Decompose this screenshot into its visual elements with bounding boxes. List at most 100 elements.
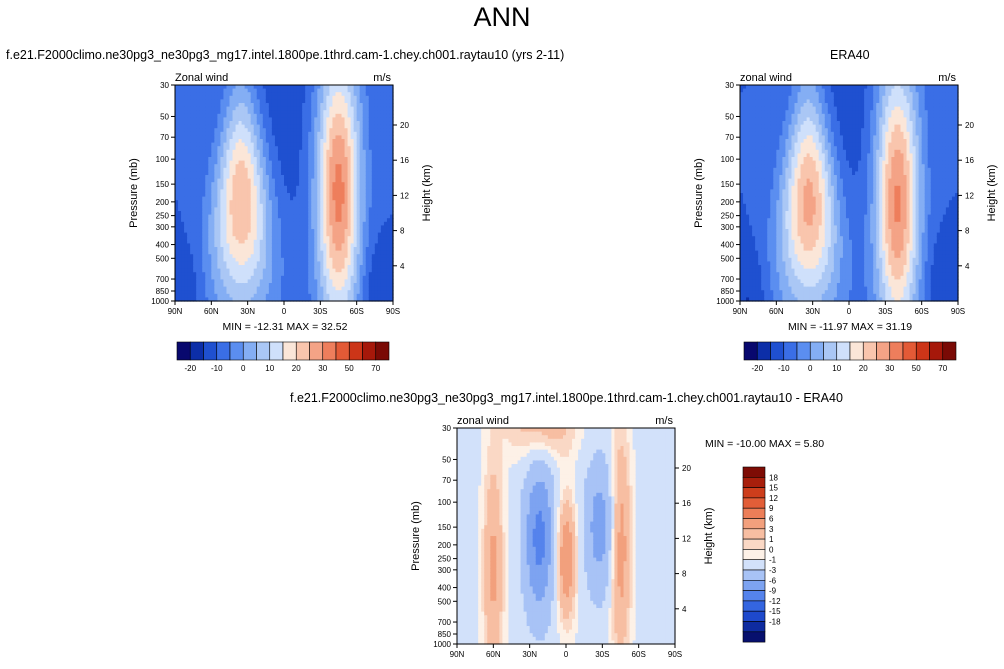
heatmap-cell <box>190 268 194 273</box>
heatmap-cell <box>287 110 291 115</box>
colorbar-label: 20 <box>292 364 301 373</box>
heatmap-cell <box>235 149 240 154</box>
heatmap-cell <box>368 106 373 111</box>
heatmap-cell <box>308 200 312 205</box>
heatmap-cell <box>235 214 240 219</box>
heatmap-cell <box>268 275 273 280</box>
heatmap-cell <box>356 272 361 277</box>
heatmap-cell <box>244 95 249 100</box>
heatmap-cell <box>353 211 358 216</box>
heatmap-cell <box>184 239 188 244</box>
heatmap-cell <box>211 99 215 104</box>
heatmap-cell <box>299 247 303 252</box>
heatmap-cell <box>274 218 279 223</box>
heatmap-cell <box>184 171 188 176</box>
heatmap-cell <box>220 265 225 270</box>
heatmap-cell <box>743 135 747 140</box>
heatmap-cell <box>211 171 215 176</box>
heatmap-cell <box>308 113 312 118</box>
heatmap-cell <box>277 175 282 180</box>
heatmap-cell <box>238 193 243 198</box>
heatmap-cell <box>329 92 334 97</box>
heatmap-cell <box>232 128 237 133</box>
heatmap-cell <box>220 142 225 147</box>
heatmap-cell <box>223 268 228 273</box>
heatmap-cell <box>220 113 225 118</box>
heatmap-cell <box>359 189 364 194</box>
heatmap-cell <box>362 193 367 198</box>
heatmap-cell <box>332 211 337 216</box>
heatmap-cell <box>356 175 361 180</box>
heatmap-cell <box>320 232 324 237</box>
heatmap-cell <box>223 265 228 270</box>
heatmap-cell <box>290 239 294 244</box>
y-tick-label: 1000 <box>151 297 169 306</box>
heatmap-cell <box>761 146 765 151</box>
colorbar-box <box>362 341 377 361</box>
heatmap-cell <box>259 254 264 259</box>
heatmap-cell <box>199 153 203 158</box>
heatmap-cell <box>175 178 179 183</box>
heatmap-cell <box>767 261 771 266</box>
heatmap-cell <box>749 283 753 288</box>
heatmap-cell <box>259 250 264 255</box>
heatmap-cell <box>356 117 361 122</box>
heatmap-cell <box>374 283 379 288</box>
heatmap-cell <box>208 268 212 273</box>
heatmap-cell <box>338 175 343 180</box>
heatmap-cell <box>220 135 225 140</box>
heatmap-cell <box>353 189 358 194</box>
heatmap-cell <box>758 128 762 133</box>
heatmap-cell <box>178 121 182 126</box>
heatmap-cell <box>335 254 340 259</box>
heatmap-cell <box>374 265 379 270</box>
heatmap-cell <box>290 103 294 108</box>
heatmap-cell <box>371 254 376 259</box>
heatmap-cell <box>184 243 188 248</box>
heatmap-cell <box>302 225 306 230</box>
heatmap-cell <box>335 189 340 194</box>
heatmap-cell <box>271 193 276 198</box>
heatmap-cell <box>184 196 188 201</box>
heatmap-cell <box>377 88 382 93</box>
heatmap-cell <box>341 275 346 280</box>
heatmap-cell <box>211 196 215 201</box>
heatmap-cell <box>226 243 231 248</box>
heatmap-cell <box>277 117 282 122</box>
heatmap-cell <box>743 265 747 270</box>
heatmap-cell <box>187 286 191 291</box>
heatmap-cell <box>758 221 762 226</box>
heatmap-cell <box>371 92 376 97</box>
heatmap-cell <box>326 221 331 226</box>
heatmap-cell <box>362 99 367 104</box>
heatmap-cell <box>362 214 367 219</box>
heatmap-cell <box>244 185 249 190</box>
heatmap-cell <box>277 164 282 169</box>
heatmap-cell <box>335 135 340 140</box>
heatmap-cell <box>238 128 243 133</box>
heatmap-cell <box>287 203 291 208</box>
heatmap-cell <box>380 142 385 147</box>
heatmap-cell <box>311 229 315 234</box>
heatmap-cell <box>193 283 197 288</box>
heatmap-cell <box>743 113 747 118</box>
heatmap-cell <box>740 203 744 208</box>
heatmap-cell <box>253 214 258 219</box>
heatmap-cell <box>226 275 231 280</box>
heatmap-cell <box>211 182 215 187</box>
heatmap-cell <box>374 185 379 190</box>
heatmap-cell <box>323 149 327 154</box>
heatmap-cell <box>290 293 294 298</box>
heatmap-cell <box>205 171 209 176</box>
heatmap-cell <box>743 110 747 115</box>
heatmap-cell <box>377 290 382 295</box>
heatmap-cell <box>758 182 762 187</box>
heatmap-cell <box>268 171 273 176</box>
heatmap-cell <box>196 95 200 100</box>
heatmap-cell <box>302 139 306 144</box>
heatmap-cell <box>752 225 756 230</box>
heatmap-cell <box>326 110 331 115</box>
heatmap-cell <box>749 85 753 90</box>
heatmap-cell <box>347 221 352 226</box>
heatmap-cell <box>314 124 318 129</box>
